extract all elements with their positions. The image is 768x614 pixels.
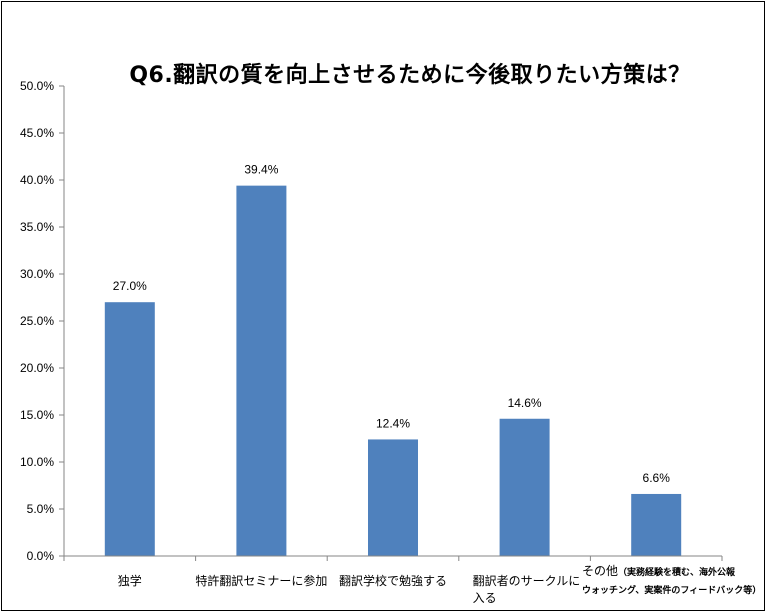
y-tick-label: 15.0% xyxy=(20,408,54,422)
bar xyxy=(631,493,682,556)
y-tick-label: 30.0% xyxy=(20,267,54,281)
data-label: 12.4% xyxy=(376,416,410,430)
data-label: 14.6% xyxy=(508,396,542,410)
x-category-label: その他 xyxy=(582,564,618,578)
y-tick-label: 40.0% xyxy=(20,173,54,187)
x-category-sublabel: ウォッチング、実案件のフィードバック等） xyxy=(582,584,761,596)
bar xyxy=(104,302,155,556)
x-category-sublabel: （実務経験を積む、海外公報 xyxy=(618,566,736,578)
x-category-label: 翻訳者のサークルに xyxy=(473,573,581,588)
data-label: 39.4% xyxy=(244,163,278,177)
data-label: 27.0% xyxy=(113,279,147,293)
bar xyxy=(236,185,287,556)
x-category-label: 特許翻訳セミナーに参加 xyxy=(195,573,327,588)
y-tick-label: 5.0% xyxy=(27,502,55,516)
y-tick-label: 25.0% xyxy=(20,314,54,328)
y-tick-label: 0.0% xyxy=(27,549,55,563)
x-category-label: 独学 xyxy=(118,573,142,588)
y-tick-label: 35.0% xyxy=(20,220,54,234)
y-tick-label: 50.0% xyxy=(20,79,54,93)
bar xyxy=(499,418,550,556)
y-tick-label: 45.0% xyxy=(20,126,54,140)
bar xyxy=(368,439,418,556)
x-category-label: 翻訳学校で勉強する xyxy=(339,573,447,588)
chart-title: Q6.翻訳の質を向上させるために今後取りたい方策は？ xyxy=(129,63,691,88)
y-axis: 0.0% 5.0% 10.0% 15.0% 20.0% 25.0% 30.0% 35.0% 40… xyxy=(20,79,65,563)
data-label: 6.6% xyxy=(643,471,671,485)
y-tick-label: 10.0% xyxy=(20,455,54,469)
y-tick-label: 20.0% xyxy=(20,361,54,375)
x-category-label: 入る xyxy=(473,591,497,605)
bars-group: 27.0% 39.4% 12.4% 14.6% 6.6% xyxy=(104,163,682,556)
